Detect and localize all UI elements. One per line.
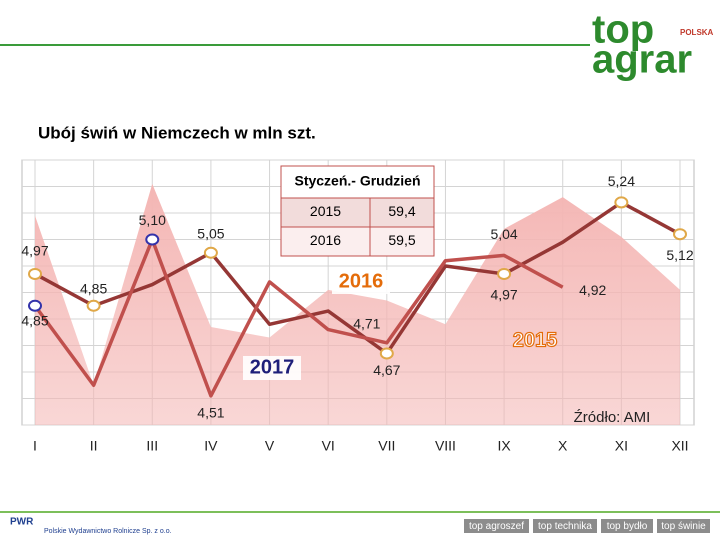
x-tick-label: IX: [497, 438, 511, 454]
marker: [497, 267, 512, 280]
line: [33, 237, 564, 398]
data-label: 4,92: [579, 282, 606, 298]
table-cell: 2016: [310, 232, 341, 248]
footer-links: top agroszef top technika top bydło top świ…: [464, 519, 710, 533]
footer-link: top bydło: [607, 521, 648, 532]
legend-label: 2015: [513, 329, 558, 351]
data-label: 5,04: [490, 226, 517, 242]
x-tick-label: IV: [204, 438, 218, 454]
data-label: 4,97: [490, 287, 517, 303]
marker: [203, 246, 218, 259]
x-tick-label: VI: [322, 438, 335, 454]
data-label: 5,10: [139, 212, 166, 228]
data-label: 4,97: [21, 243, 48, 259]
marker: [379, 347, 394, 360]
table-header: Styczeń.- Grudzień: [294, 173, 420, 189]
x-tick-label: V: [265, 438, 275, 454]
chart-title: Ubój świń w Niemczech w mln szt.: [38, 123, 316, 142]
legend-label: 2017: [250, 356, 295, 378]
x-tick-label: VII: [378, 438, 395, 454]
source: Źródło: AMI: [574, 409, 651, 426]
data-label: 4,85: [21, 312, 48, 328]
legend-label: 2016: [339, 270, 384, 292]
x-tick-label: XII: [671, 438, 688, 454]
footer-link-bg: [464, 519, 529, 533]
marker: [28, 267, 42, 280]
table-row: [280, 197, 435, 228]
x-tick-label: XI: [615, 438, 628, 454]
footer-link-bg: [657, 519, 710, 533]
logo-bottom: agrar: [592, 38, 692, 82]
marker: [28, 299, 42, 312]
logo-top: top: [592, 8, 654, 52]
footer-publisher: Polskie Wydawnictwo Rolnicze Sp. z o.o.: [44, 528, 172, 535]
marker: [614, 196, 629, 209]
table-cell: 2015: [310, 203, 341, 219]
footer-link: top agroszef: [469, 521, 524, 532]
legend-bg: [332, 270, 390, 294]
table-row: [280, 226, 435, 257]
logo-country: POLSKA: [680, 28, 714, 37]
data-label: 4,51: [197, 405, 224, 421]
area: [35, 183, 680, 425]
table-header-bg: [280, 165, 435, 199]
footer-link-bg: [601, 519, 653, 533]
marker: [145, 233, 160, 246]
data-label: 5,05: [197, 225, 224, 241]
x-tick-label: I: [33, 438, 37, 454]
line: [34, 200, 681, 356]
data-label: 5,24: [608, 173, 635, 189]
marker: [86, 299, 101, 312]
data-label: 4,67: [373, 362, 400, 378]
marker: [673, 228, 687, 241]
footer-link: top technika: [538, 521, 592, 532]
x-tick-label: X: [558, 438, 568, 454]
data-label: 4,85: [80, 280, 107, 296]
legend-bg: [243, 356, 301, 380]
x-tick-label: III: [146, 438, 158, 454]
footer-logo: PWR: [10, 517, 34, 528]
table-cell: 59,4: [388, 203, 415, 219]
data-label: 5,12: [666, 247, 693, 263]
footer-link-bg: [533, 519, 597, 533]
x-tick-label: VIII: [435, 438, 456, 454]
table-cell: 59,5: [388, 232, 415, 248]
data-label: 4,71: [353, 316, 380, 332]
x-tick-label: II: [90, 438, 98, 454]
footer-link: top świnie: [661, 521, 706, 532]
